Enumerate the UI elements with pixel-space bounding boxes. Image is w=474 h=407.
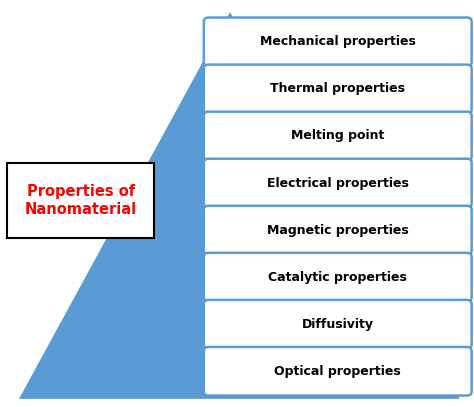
Text: Diffusivity: Diffusivity: [302, 318, 374, 331]
FancyBboxPatch shape: [204, 65, 472, 113]
FancyBboxPatch shape: [204, 300, 472, 348]
Text: Optical properties: Optical properties: [274, 365, 401, 378]
FancyBboxPatch shape: [204, 206, 472, 254]
Text: Properties of
Nanomaterial: Properties of Nanomaterial: [25, 184, 137, 217]
Text: Thermal properties: Thermal properties: [270, 82, 405, 95]
FancyBboxPatch shape: [204, 253, 472, 302]
Text: Catalytic properties: Catalytic properties: [268, 271, 407, 284]
Text: Electrical properties: Electrical properties: [267, 177, 409, 190]
Text: Magnetic properties: Magnetic properties: [267, 223, 409, 236]
FancyBboxPatch shape: [204, 112, 472, 160]
FancyBboxPatch shape: [204, 18, 472, 66]
FancyBboxPatch shape: [7, 163, 154, 238]
Text: Melting point: Melting point: [291, 129, 384, 142]
Text: Mechanical properties: Mechanical properties: [260, 35, 416, 48]
FancyBboxPatch shape: [204, 159, 472, 207]
Polygon shape: [19, 12, 460, 399]
FancyBboxPatch shape: [204, 347, 472, 396]
